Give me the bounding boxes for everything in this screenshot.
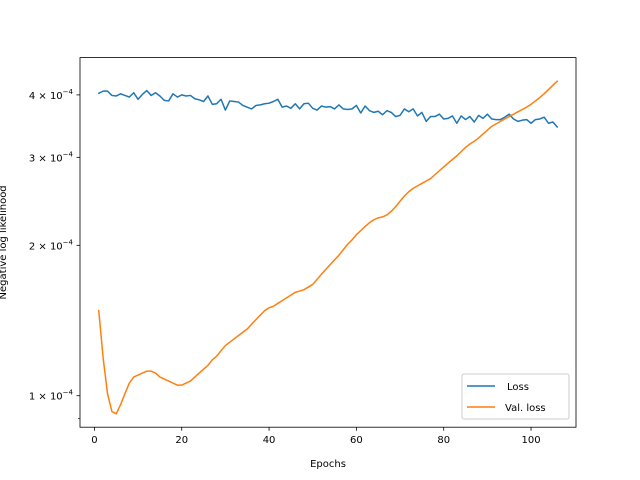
series-layer [97,80,559,415]
x-tick-label: 80 [437,435,450,446]
y-tick-label: 4 × 10−4 [29,88,74,102]
y-tick-label: 2 × 10−4 [29,238,74,252]
x-tick-label: 60 [350,435,363,446]
x-ticks: 0 20 40 60 80 100 [91,427,541,446]
series-line-loss [97,89,559,129]
x-tick-label: 0 [91,435,97,446]
x-axis-label: Epochs [310,459,346,470]
y-ticks: 1 × 10−4 2 × 10−4 3 × 10−4 4 × 10−4 [29,88,80,403]
legend: Loss Val. loss [461,373,570,420]
x-tick-label: 40 [263,435,276,446]
legend-label-loss: Loss [507,382,529,393]
y-tick-label: 1 × 10−4 [29,389,74,403]
legend-label-val-loss: Val. loss [505,403,546,414]
axis-frame [79,57,577,428]
axes-spines [79,57,577,428]
series-line-val-loss [97,80,559,415]
y-axis-label: Negative log likelihood [0,185,9,299]
y-tick-label: 3 × 10−4 [29,150,74,164]
x-tick-label: 100 [521,435,540,446]
x-tick-label: 20 [175,435,188,446]
